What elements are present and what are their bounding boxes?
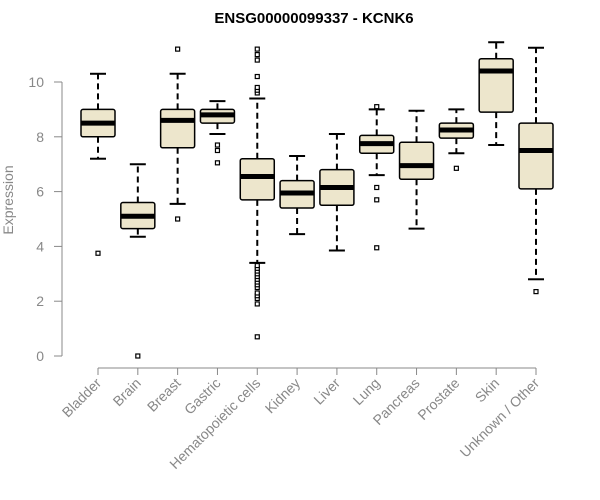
- outlier-point: [533, 289, 539, 295]
- category-label: Prostate: [414, 375, 462, 423]
- box-pancreas: [398, 109, 435, 230]
- outlier-point: [95, 250, 101, 256]
- box-breast: [159, 46, 196, 222]
- outlier-point: [254, 73, 260, 80]
- outlier-point: [254, 290, 260, 296]
- category-label: Lung: [350, 375, 383, 408]
- category-label: Breast: [144, 375, 184, 415]
- outlier-point: [374, 184, 380, 191]
- box-liver: [319, 133, 355, 252]
- category-label: Liver: [310, 375, 343, 408]
- box-lung: [358, 104, 395, 251]
- outlier-point: [214, 147, 221, 154]
- box-iqr: [398, 141, 435, 181]
- outlier-point: [374, 104, 380, 110]
- outlier-point: [254, 334, 260, 340]
- outlier-point: [214, 160, 221, 166]
- y-tick-label: 0: [36, 348, 44, 364]
- outlier-point: [254, 301, 260, 307]
- outlier-point: [254, 84, 260, 91]
- outlier-point: [254, 57, 260, 63]
- outlier-point: [214, 142, 221, 148]
- box-bladder: [80, 72, 116, 256]
- outlier-point: [175, 46, 181, 52]
- box-brain: [120, 163, 156, 359]
- chart-title: ENSG00000099337 - KCNK6: [214, 10, 413, 27]
- y-tick-label: 2: [36, 293, 44, 309]
- outlier-point: [374, 197, 380, 203]
- outlier-point: [254, 46, 260, 52]
- box-gastric: [199, 100, 236, 166]
- outlier-point: [175, 216, 181, 222]
- y-tick-label: 10: [28, 74, 44, 90]
- box-unknown-other: [518, 46, 554, 295]
- y-tick-label: 6: [36, 184, 44, 200]
- box-iqr: [239, 157, 276, 201]
- box-hematopoietic-cells: [239, 46, 276, 340]
- box-iqr: [478, 57, 514, 113]
- box-kidney: [279, 154, 315, 236]
- outlier-point: [254, 51, 260, 58]
- box-iqr: [159, 108, 196, 149]
- box-skin: [478, 41, 514, 147]
- y-axis-title: Expression: [0, 165, 16, 234]
- category-label: Kidney: [262, 375, 304, 417]
- outlier-point: [135, 353, 141, 359]
- category-label: Skin: [472, 375, 503, 406]
- y-tick-label: 4: [36, 238, 44, 254]
- outlier-point: [453, 165, 459, 171]
- outlier-point: [254, 262, 260, 269]
- category-label: Brain: [110, 375, 144, 409]
- category-label: Bladder: [59, 375, 105, 421]
- boxes: [80, 41, 554, 359]
- y-tick-label: 8: [36, 129, 44, 145]
- box-prostate: [438, 108, 475, 171]
- outlier-point: [374, 245, 380, 251]
- box-iqr: [518, 122, 554, 190]
